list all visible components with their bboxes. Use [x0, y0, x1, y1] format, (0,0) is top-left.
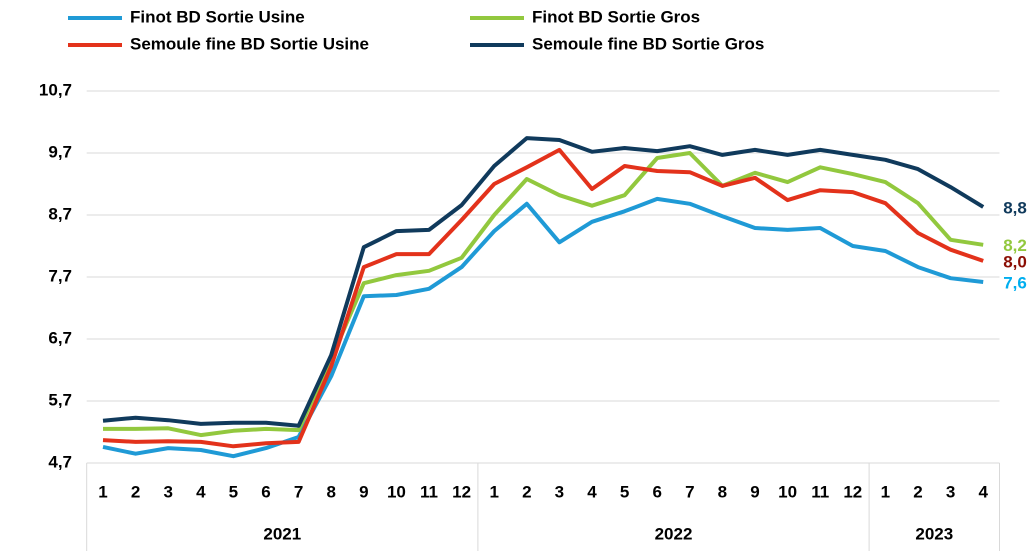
y-tick-label: 4,7	[48, 452, 72, 471]
x-tick-label: 10	[778, 482, 797, 501]
legend-label: Finot BD Sortie Usine	[130, 7, 305, 26]
x-tick-label: 8	[718, 482, 727, 501]
series-line	[103, 151, 984, 438]
legend-label: Semoule fine BD Sortie Usine	[130, 34, 369, 53]
series-line	[102, 147, 984, 449]
x-tick-label: 4	[978, 482, 988, 501]
x-tick-label: 11	[811, 482, 829, 501]
value-label: 8,8	[1003, 198, 1027, 217]
legend-label: Semoule fine BD Sortie Gros	[532, 34, 764, 53]
y-tick-label: 9,7	[48, 142, 72, 161]
x-tick-label: 6	[652, 482, 661, 501]
x-tick-label: 9	[750, 482, 759, 501]
x-tick-label: 4	[196, 482, 206, 501]
y-tick-label: 8,7	[48, 204, 72, 223]
value-label: 8,0	[1003, 252, 1027, 271]
x-tick-label: 6	[261, 482, 270, 501]
x-tick-label: 5	[620, 482, 629, 501]
x-tick-label: 12	[843, 482, 862, 501]
x-tick-label: 7	[294, 482, 303, 501]
x-tick-label: 9	[359, 482, 368, 501]
y-tick-label: 5,7	[48, 390, 72, 409]
x-tick-label: 3	[946, 482, 955, 501]
x-tick-label: 7	[685, 482, 694, 501]
series-line	[102, 196, 984, 459]
x-tick-label: 5	[229, 482, 238, 501]
x-tick-label: 11	[420, 482, 438, 501]
x-tick-label: 2	[131, 482, 140, 501]
x-tick-label: 1	[881, 482, 890, 501]
x-tick-label: 4	[587, 482, 597, 501]
series-line	[102, 136, 985, 428]
x-tick-label: 1	[98, 482, 107, 501]
y-tick-label: 10,7	[39, 80, 72, 99]
x-tick-label: 12	[452, 482, 471, 501]
x-tick-label: 3	[555, 482, 564, 501]
y-tick-label: 7,7	[48, 266, 72, 285]
group-label: 2022	[655, 524, 693, 543]
legend-label: Finot BD Sortie Gros	[532, 7, 700, 26]
group-label: 2023	[915, 524, 953, 543]
value-label: 8,2	[1003, 236, 1027, 255]
y-tick-label: 6,7	[48, 328, 72, 347]
x-tick-label: 10	[387, 482, 406, 501]
x-tick-label: 1	[489, 482, 498, 501]
value-label: 7,6	[1003, 273, 1027, 292]
x-tick-label: 2	[522, 482, 531, 501]
x-tick-label: 3	[163, 482, 172, 501]
x-tick-label: 2	[913, 482, 922, 501]
group-label: 2021	[263, 524, 301, 543]
x-tick-label: 8	[326, 482, 335, 501]
